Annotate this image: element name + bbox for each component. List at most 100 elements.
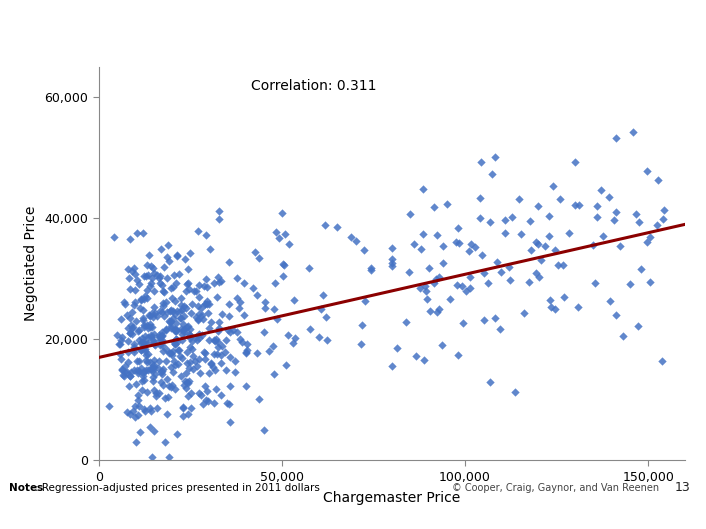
- Point: [129, 298, 140, 306]
- Point: [539, 242, 551, 251]
- Point: [418, 356, 429, 364]
- Point: [169, 270, 180, 279]
- Point: [419, 281, 431, 290]
- Point: [431, 275, 442, 283]
- Point: [134, 303, 145, 312]
- Point: [386, 362, 397, 370]
- Point: [633, 322, 644, 330]
- Point: [209, 279, 220, 288]
- Point: [169, 340, 180, 348]
- Point: [124, 313, 136, 322]
- Point: [190, 357, 201, 366]
- Point: [200, 300, 211, 308]
- Point: [115, 339, 126, 348]
- Point: [258, 426, 270, 434]
- Point: [587, 240, 598, 249]
- Point: [204, 299, 215, 308]
- Point: [133, 402, 145, 411]
- Point: [187, 352, 198, 361]
- Point: [133, 411, 144, 419]
- Point: [144, 320, 155, 329]
- Point: [137, 372, 148, 380]
- Point: [176, 354, 188, 363]
- Point: [132, 396, 143, 404]
- Point: [141, 358, 152, 366]
- Point: [213, 343, 224, 351]
- Point: [592, 213, 603, 222]
- Point: [450, 238, 461, 247]
- Point: [321, 313, 332, 321]
- Point: [167, 282, 178, 291]
- Point: [143, 311, 154, 319]
- Point: [138, 342, 149, 350]
- Point: [460, 286, 472, 295]
- Point: [177, 320, 189, 329]
- Point: [469, 242, 480, 251]
- Point: [546, 302, 557, 311]
- Point: [217, 309, 228, 318]
- Point: [144, 322, 155, 331]
- Point: [251, 348, 262, 357]
- Point: [225, 417, 236, 426]
- Point: [181, 358, 193, 367]
- Point: [203, 336, 215, 344]
- Point: [213, 278, 225, 286]
- Point: [130, 380, 141, 388]
- Point: [116, 366, 127, 374]
- Point: [609, 216, 620, 224]
- Point: [166, 351, 177, 359]
- Point: [181, 384, 192, 392]
- Point: [645, 233, 656, 241]
- Point: [148, 377, 159, 386]
- Point: [138, 404, 150, 413]
- Point: [611, 311, 622, 319]
- Point: [180, 304, 191, 312]
- Point: [289, 334, 301, 342]
- Point: [148, 356, 160, 364]
- Point: [651, 221, 662, 229]
- Point: [184, 324, 196, 333]
- Point: [139, 332, 150, 340]
- Point: [313, 333, 324, 341]
- Point: [164, 306, 175, 315]
- Point: [156, 378, 167, 386]
- Point: [140, 355, 151, 364]
- Point: [627, 128, 638, 136]
- Point: [213, 327, 224, 335]
- Point: [279, 261, 290, 269]
- Point: [161, 375, 172, 384]
- Point: [220, 336, 232, 344]
- Point: [168, 357, 179, 366]
- Point: [191, 313, 202, 322]
- Point: [417, 185, 429, 194]
- Point: [496, 268, 507, 277]
- Point: [138, 294, 149, 303]
- Point: [147, 309, 158, 317]
- Point: [205, 360, 217, 368]
- Point: [424, 307, 436, 315]
- Point: [260, 297, 271, 306]
- Point: [591, 202, 602, 210]
- Point: [175, 294, 186, 303]
- Point: [174, 306, 186, 315]
- Point: [157, 331, 168, 339]
- Point: [652, 176, 664, 185]
- Point: [436, 341, 448, 349]
- Point: [525, 246, 537, 254]
- Point: [124, 235, 136, 243]
- Point: [155, 307, 166, 316]
- Point: [215, 277, 227, 286]
- Point: [485, 378, 496, 386]
- Point: [630, 209, 642, 218]
- Point: [145, 333, 157, 341]
- Point: [225, 327, 236, 336]
- Point: [420, 287, 431, 295]
- Point: [213, 273, 224, 281]
- Point: [219, 348, 230, 357]
- Point: [199, 299, 210, 308]
- Point: [208, 335, 220, 344]
- Point: [167, 347, 179, 355]
- Point: [611, 208, 622, 216]
- Point: [160, 357, 172, 365]
- Point: [282, 331, 294, 340]
